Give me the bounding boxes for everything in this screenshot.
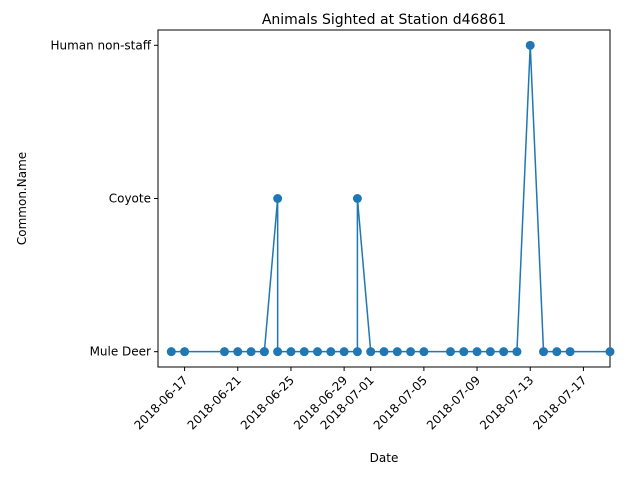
data-point <box>299 347 309 357</box>
data-point <box>565 347 575 357</box>
series-layer <box>166 40 615 357</box>
data-point <box>539 347 549 357</box>
data-point <box>286 347 296 357</box>
x-tick-label: 2018-06-17 <box>131 373 190 432</box>
x-tick-label: 2018-06-25 <box>238 373 297 432</box>
data-point <box>605 347 615 357</box>
data-point <box>326 347 336 357</box>
data-point <box>472 347 482 357</box>
data-point <box>352 194 362 203</box>
data-point <box>259 347 269 357</box>
data-point <box>273 347 283 357</box>
data-point <box>499 347 509 357</box>
y-axis-label: Common.Name <box>15 152 29 245</box>
series-line <box>171 45 610 353</box>
y-tick-label: Human non-staff <box>50 38 151 52</box>
data-point <box>406 347 416 357</box>
data-point <box>313 347 323 357</box>
data-point <box>485 347 495 357</box>
data-point <box>180 347 190 357</box>
x-tick-label: 2018-07-05 <box>371 373 430 432</box>
y-tick-label: Mule Deer <box>90 345 151 359</box>
x-tick-label: 2018-07-09 <box>424 373 483 432</box>
data-point <box>166 347 176 357</box>
data-point <box>445 347 455 357</box>
data-point <box>246 347 256 357</box>
data-point <box>512 347 522 357</box>
x-tick-label: 2018-06-21 <box>185 373 244 432</box>
data-point <box>525 40 535 50</box>
x-axis-ticks: 2018-06-172018-06-212018-06-252018-06-29… <box>131 367 590 432</box>
data-point <box>459 347 469 357</box>
data-point <box>219 347 229 357</box>
y-tick-label: Coyote <box>109 192 151 206</box>
x-tick-label: 2018-07-17 <box>530 373 589 432</box>
x-tick-label: 2018-07-13 <box>477 373 536 432</box>
data-point <box>379 347 389 357</box>
data-point <box>352 347 362 357</box>
data-point <box>233 347 243 357</box>
data-point <box>339 347 349 357</box>
y-axis-ticks: Mule Deer Coyote Human non-staff <box>50 38 158 359</box>
data-point <box>419 347 429 357</box>
data-point <box>273 194 283 203</box>
data-point <box>392 347 402 357</box>
chart-title: Animals Sighted at Station d46861 <box>262 12 506 28</box>
data-point <box>552 347 562 357</box>
data-point <box>366 347 376 357</box>
x-axis-label: Date <box>370 451 399 465</box>
